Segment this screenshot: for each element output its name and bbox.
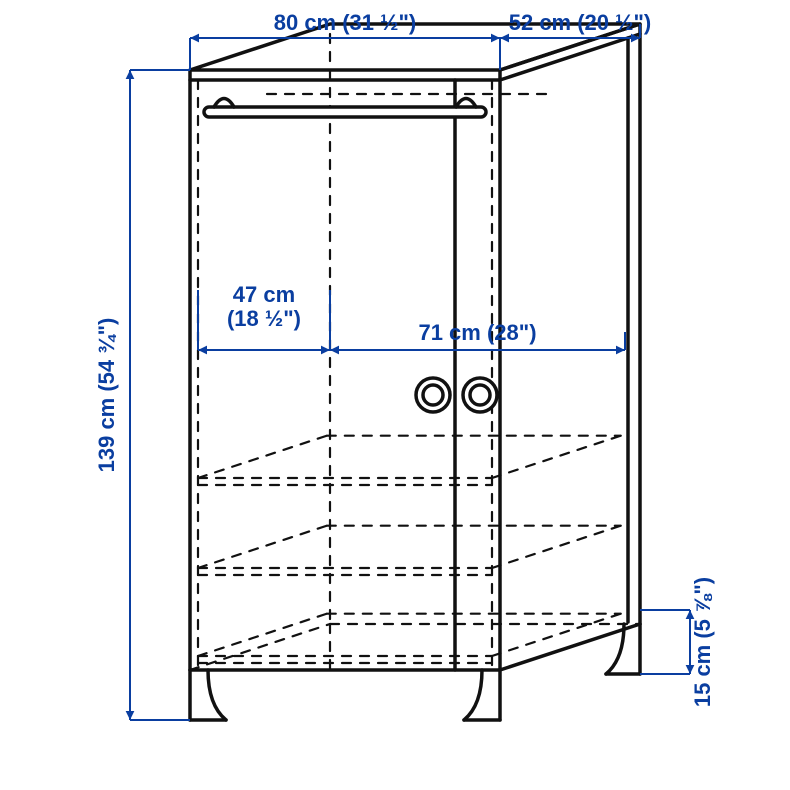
svg-text:52 cm (20 ½"): 52 cm (20 ½")	[509, 10, 652, 35]
svg-text:47 cm: 47 cm	[233, 282, 295, 307]
svg-text:71 cm (28"): 71 cm (28")	[418, 320, 536, 345]
svg-text:(18 ½"): (18 ½")	[227, 306, 301, 331]
svg-text:15 cm (5 ⅞"): 15 cm (5 ⅞")	[690, 577, 715, 707]
svg-text:80 cm (31 ½"): 80 cm (31 ½")	[274, 10, 417, 35]
svg-text:139 cm (54 ¾"): 139 cm (54 ¾")	[94, 318, 119, 473]
dimension-diagram: 80 cm (31 ½") 52 cm (20 ½") 139 cm (54 ¾")…	[0, 0, 790, 790]
